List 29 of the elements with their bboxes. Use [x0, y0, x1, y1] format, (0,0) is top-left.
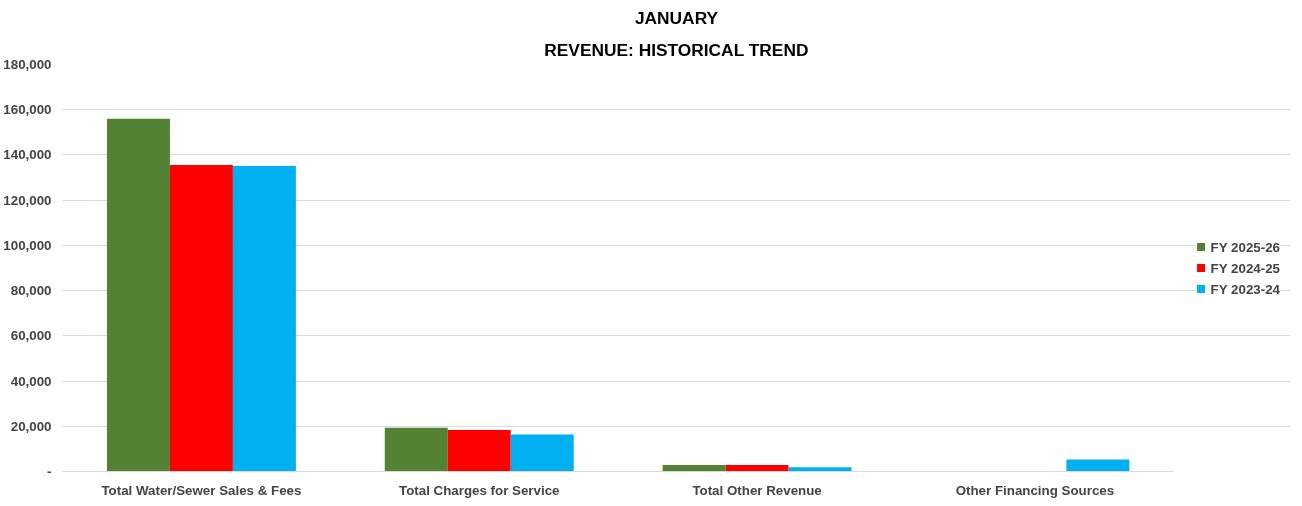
y-tick-label: -	[47, 464, 52, 479]
bar	[662, 464, 726, 472]
bar	[384, 427, 448, 472]
y-tick-label: 20,000	[10, 418, 52, 434]
chart-subtitle: REVENUE: HISTORICAL TREND	[544, 39, 809, 60]
chart-title: JANUARY	[634, 7, 719, 28]
bar	[232, 166, 296, 472]
bar	[788, 467, 852, 472]
x-tick-label: Total Charges for Service	[399, 482, 560, 498]
y-tick-label: 40,000	[10, 373, 52, 389]
y-tick-label: 140,000	[3, 147, 52, 163]
y-tick-label: 180,000	[3, 57, 52, 72]
y-tick-label: 60,000	[10, 328, 52, 344]
bar	[1066, 459, 1130, 472]
bar	[106, 118, 170, 472]
x-tick-label: Total Water/Sewer Sales & Fees	[101, 482, 302, 498]
x-tick-label: Total Other Revenue	[692, 482, 822, 498]
legend-label: FY 2025-26	[1210, 239, 1280, 254]
bar	[725, 464, 789, 472]
legend-label: FY 2023-24	[1210, 281, 1280, 296]
y-tick-label: 120,000	[3, 192, 52, 208]
bar	[169, 164, 233, 472]
y-tick-label: 100,000	[3, 237, 52, 253]
y-tick-label: 80,000	[10, 283, 52, 299]
x-tick-label: Other Financing Sources	[955, 482, 1115, 498]
bar	[510, 434, 574, 472]
bar	[447, 430, 511, 472]
legend-label: FY 2024-25	[1210, 260, 1280, 275]
y-tick-label: 160,000	[3, 102, 52, 118]
